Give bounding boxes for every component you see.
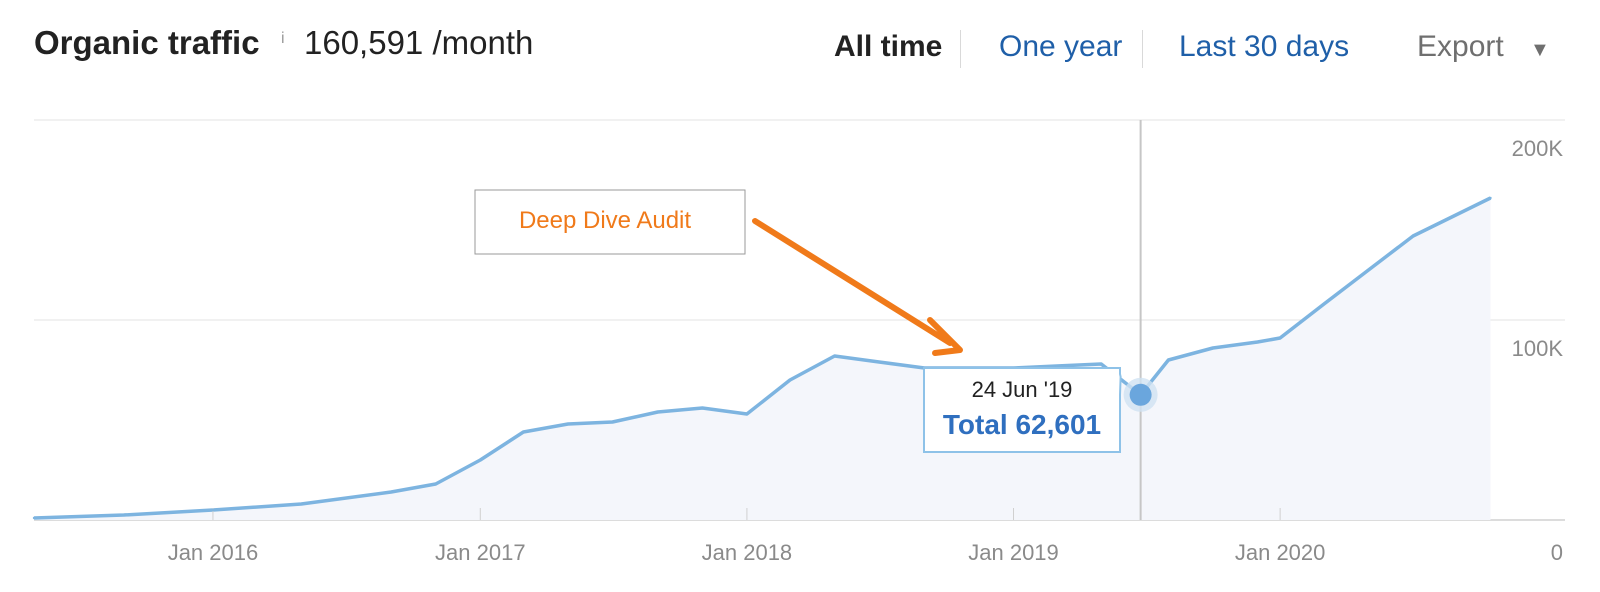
traffic-value: 160,591 /month bbox=[304, 24, 534, 61]
data-point bbox=[656, 410, 659, 414]
data-point bbox=[1055, 364, 1058, 368]
y-tick-label: 0 bbox=[1551, 540, 1563, 565]
annotation-label: Deep Dive Audit bbox=[519, 207, 691, 234]
range-last-30-days-tab[interactable]: Last 30 days bbox=[1179, 30, 1350, 63]
x-tick-label: Jan 2019 bbox=[968, 540, 1059, 565]
data-point bbox=[1211, 346, 1215, 350]
annotation-arrow-head bbox=[927, 317, 963, 356]
tooltip-box bbox=[923, 367, 1122, 453]
x-tick-label: Jan 2016 bbox=[168, 540, 259, 565]
data-point bbox=[877, 360, 881, 364]
data-point bbox=[1367, 268, 1370, 272]
hover-point bbox=[1129, 383, 1152, 406]
annotation-box bbox=[474, 189, 746, 255]
data-point bbox=[788, 378, 792, 382]
data-point bbox=[1411, 234, 1415, 238]
export-button[interactable]: Export bbox=[1417, 30, 1504, 63]
data-point bbox=[701, 406, 704, 410]
data-point bbox=[1256, 340, 1259, 344]
data-point bbox=[745, 412, 749, 416]
chart-header: Organic traffic i 160,591 /month All tim… bbox=[0, 0, 1600, 100]
x-tick-label: Jan 2017 bbox=[435, 540, 526, 565]
y-tick-label: 100K bbox=[1512, 336, 1564, 361]
range-one-year-tab[interactable]: One year bbox=[999, 30, 1123, 63]
data-point bbox=[1322, 302, 1326, 306]
data-point bbox=[1099, 362, 1103, 366]
divider bbox=[960, 30, 961, 68]
data-point bbox=[479, 458, 482, 462]
tooltip-total: Total 62,601 bbox=[943, 409, 1101, 440]
data-point bbox=[566, 422, 570, 426]
data-point bbox=[434, 482, 437, 486]
page-title: Organic traffic bbox=[34, 24, 260, 61]
data-point bbox=[522, 430, 525, 434]
tooltip-date: 24 Jun '19 bbox=[972, 377, 1073, 402]
data-point bbox=[611, 420, 614, 424]
data-point bbox=[300, 502, 303, 506]
caret-down-icon[interactable]: ▼ bbox=[1530, 39, 1550, 61]
annotation: Deep Dive Audit bbox=[474, 189, 963, 356]
data-point bbox=[1278, 336, 1282, 340]
series-line bbox=[33, 196, 1492, 520]
data-point bbox=[122, 513, 126, 517]
data-point bbox=[32, 516, 36, 520]
y-tick-label: 200K bbox=[1512, 136, 1564, 161]
annotation-arrow bbox=[752, 218, 953, 346]
data-point bbox=[1489, 196, 1492, 200]
x-tick-label: Jan 2020 bbox=[1235, 540, 1326, 565]
data-point bbox=[211, 508, 215, 512]
tooltip: 24 Jun '19 Total 62,601 bbox=[923, 367, 1122, 453]
info-icon[interactable]: i bbox=[281, 30, 285, 47]
data-point bbox=[1167, 358, 1170, 362]
data-point bbox=[389, 490, 393, 494]
x-tick-label: Jan 2018 bbox=[702, 540, 793, 565]
divider bbox=[1142, 30, 1143, 68]
series-area bbox=[34, 198, 1491, 520]
data-point bbox=[833, 354, 836, 358]
range-all-time-tab[interactable]: All time bbox=[834, 30, 943, 63]
